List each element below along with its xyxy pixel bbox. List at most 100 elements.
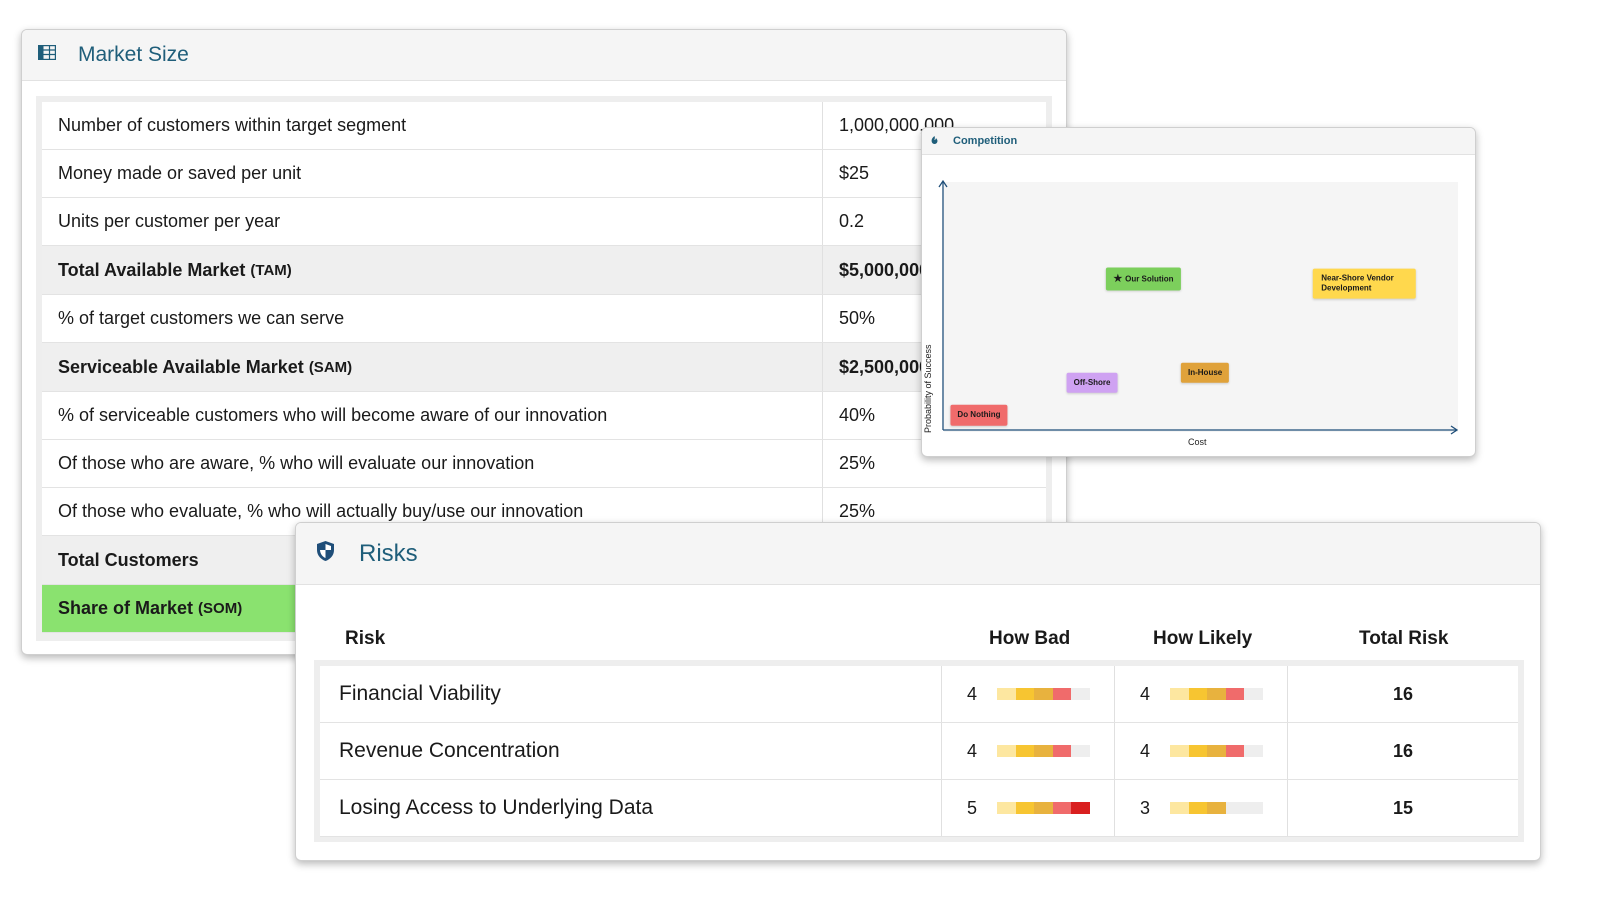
risk-row: Revenue Concentration 4 4 16 — [320, 723, 1518, 780]
competitor-label-line: Development — [1321, 283, 1372, 293]
meter-segment — [1207, 688, 1226, 700]
competition-icon — [930, 132, 939, 150]
competition-x-axis-label: Cost — [1188, 437, 1207, 447]
total-risk-value: 15 — [1392, 797, 1414, 818]
market-row-value: 50% — [839, 308, 876, 328]
competition-axes — [938, 179, 1459, 435]
meter-segment — [1207, 745, 1226, 757]
competitor-off-shore: Off-Shore — [1066, 372, 1118, 394]
meter-segment — [1015, 802, 1035, 814]
meter-segment — [997, 802, 1016, 814]
risk-name: Financial Viability — [320, 666, 942, 722]
competition-header: Competition — [922, 128, 1475, 155]
meter-segment — [1188, 688, 1208, 700]
market-size-title: Market Size — [78, 43, 189, 66]
market-row-label: Money made or saved per unit — [42, 150, 823, 197]
market-row-label: % of serviceable customers who will beco… — [42, 392, 823, 439]
meter-segment — [1170, 802, 1189, 814]
meter-segment — [1170, 745, 1189, 757]
how-bad-cell: 4 — [942, 723, 1115, 779]
meter-segment — [1015, 745, 1035, 757]
competitor-label: Do Nothing — [957, 409, 1001, 419]
market-row-label: Units per customer per year — [42, 198, 823, 245]
competitor-do-nothing: Do Nothing — [950, 404, 1008, 426]
market-row-label-text: Units per customer per year — [58, 211, 281, 231]
market-size-table: Number of customers within target segmen… — [36, 96, 1052, 641]
meter-segment — [1188, 745, 1208, 757]
competitor-label-line: Near-Shore Vendor — [1321, 273, 1394, 283]
how-bad-value: 5 — [967, 797, 978, 818]
competitor-label: In-House — [1188, 367, 1223, 377]
market-row-value: 25% — [839, 501, 876, 521]
market-row-label-text: Total Customers — [58, 549, 199, 570]
how-likely-cell: 4 — [1115, 666, 1288, 722]
competition-plot-area — [944, 182, 1458, 432]
market-row-value: $25 — [839, 163, 870, 183]
meter-segment — [1052, 745, 1072, 757]
risk-level-meter — [1170, 802, 1263, 814]
meter-segment — [1034, 688, 1053, 700]
how-likely-cell: 4 — [1115, 723, 1288, 779]
competitor-our-solution: ★ Our Solution — [1106, 267, 1181, 291]
meter-segment — [1225, 688, 1245, 700]
risk-row: Financial Viability 4 4 16 — [320, 666, 1518, 723]
market-row: % of target customers we can serve 50% — [42, 295, 1046, 343]
market-row-value: 40% — [839, 405, 876, 425]
market-row-label-text: % of target customers we can serve — [58, 308, 345, 328]
risks-header: Risks — [296, 523, 1540, 585]
risk-level-meter — [997, 802, 1090, 814]
market-row-label-text: Money made or saved per unit — [58, 163, 302, 183]
risk-level-meter — [1170, 688, 1263, 700]
risk-level-meter — [997, 745, 1090, 757]
market-row-label: Of those who evaluate, % who will actual… — [42, 488, 823, 535]
competitor-near-shore: Near-Shore Vendor Development — [1313, 268, 1416, 300]
risk-column-header: Risk — [345, 628, 386, 649]
meter-segment — [1015, 688, 1035, 700]
total-risk-column-header: Total Risk — [1359, 628, 1449, 649]
meter-segment — [1071, 688, 1090, 700]
meter-segment — [1052, 688, 1072, 700]
market-row-label-text: Total Available Market — [58, 259, 246, 280]
competitor-label: Off-Shore — [1073, 377, 1111, 387]
table-icon — [37, 44, 57, 65]
meter-segment — [1244, 745, 1263, 757]
how-bad-cell: 4 — [942, 666, 1115, 722]
how-bad-column-header: How Bad — [989, 628, 1071, 649]
market-size-header: Market Size — [22, 30, 1066, 81]
competitor-in-house: In-House — [1181, 362, 1230, 384]
market-row: Of those who are aware, % who will evalu… — [42, 440, 1046, 488]
market-row-label-text: Of those who are aware, % who will evalu… — [58, 453, 535, 473]
risk-level-meter — [1170, 745, 1263, 757]
how-likely-value: 3 — [1140, 797, 1151, 818]
meter-segment — [1225, 802, 1245, 814]
meter-segment — [1207, 802, 1226, 814]
total-risk-value: 16 — [1392, 683, 1414, 704]
competitor-label: Our Solution — [1125, 274, 1174, 284]
competition-title: Competition — [953, 135, 1018, 147]
meter-segment — [1244, 802, 1263, 814]
meter-segment — [1071, 802, 1090, 814]
risk-level-meter — [997, 688, 1090, 700]
market-row-label-text: Share of Market — [58, 598, 194, 618]
risks-title: Risks — [359, 539, 418, 567]
market-row: Units per customer per year 0.2 — [42, 198, 1046, 246]
shield-icon — [316, 540, 335, 567]
how-likely-column-header: How Likely — [1153, 628, 1253, 649]
market-row: % of serviceable customers who will beco… — [42, 392, 1046, 440]
risk-row: Losing Access to Underlying Data 5 3 15 — [320, 780, 1518, 837]
meter-segment — [1034, 802, 1053, 814]
market-row-value: 0.2 — [839, 211, 865, 231]
market-row-label-text: Number of customers within target segmen… — [58, 115, 407, 135]
how-bad-cell: 5 — [942, 780, 1115, 836]
star-icon: ★ — [1113, 273, 1126, 285]
how-likely-value: 4 — [1140, 683, 1151, 704]
market-row-label: Total Available Market (TAM) — [42, 246, 823, 294]
meter-segment — [1034, 745, 1053, 757]
meter-segment — [997, 688, 1016, 700]
market-row: Number of customers within target segmen… — [42, 102, 1046, 150]
how-likely-value: 4 — [1140, 740, 1151, 761]
market-size-panel: Market Size Number of customers within t… — [21, 29, 1067, 655]
market-row-value: 25% — [839, 453, 876, 473]
meter-segment — [1188, 802, 1208, 814]
market-row: Money made or saved per unit $25 — [42, 150, 1046, 198]
